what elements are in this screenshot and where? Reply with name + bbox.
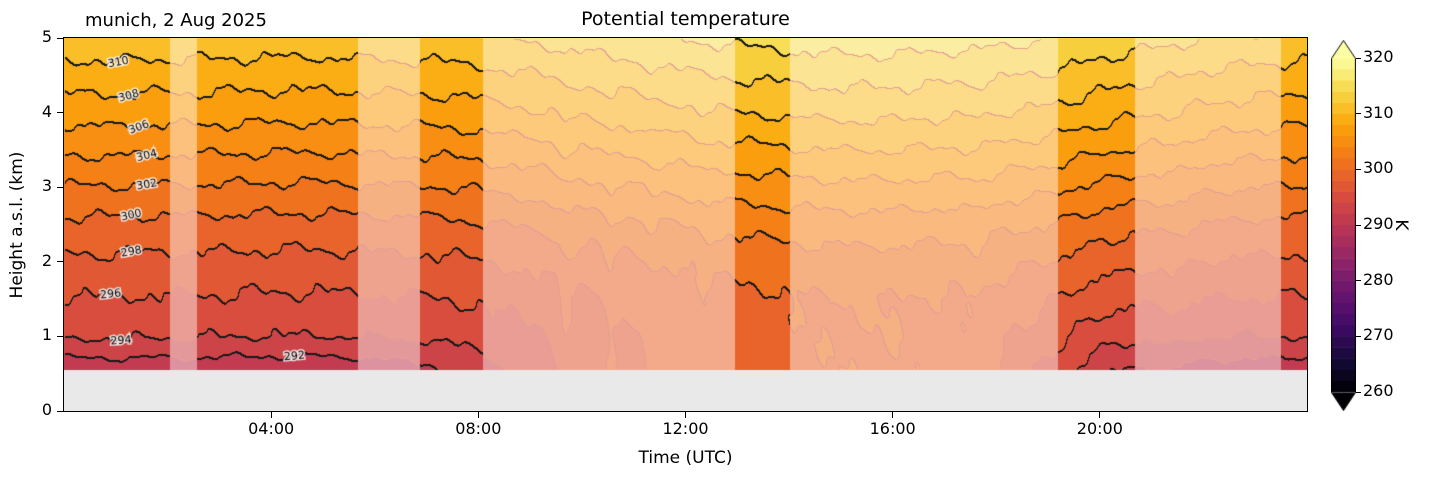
x-tick-label: 12:00 bbox=[662, 419, 709, 438]
x-axis-label: Time (UTC) bbox=[638, 448, 733, 468]
colorbar-tick-mark bbox=[1356, 57, 1361, 59]
colorbar-tick-mark bbox=[1356, 335, 1361, 337]
x-tick-label: 20:00 bbox=[1076, 419, 1123, 438]
x-tick-mark bbox=[477, 412, 479, 418]
y-tick-label: 5 bbox=[41, 27, 52, 46]
chart-title: Potential temperature bbox=[581, 8, 790, 30]
y-tick-mark bbox=[57, 37, 63, 39]
x-tick-mark bbox=[1099, 412, 1101, 418]
colorbar-tick-label: 300 bbox=[1363, 158, 1394, 178]
station-date-label: munich, 2 Aug 2025 bbox=[85, 10, 267, 31]
x-tick-label: 08:00 bbox=[455, 419, 502, 438]
x-tick-label: 04:00 bbox=[248, 419, 295, 438]
colorbar-tick-label: 320 bbox=[1363, 47, 1394, 66]
colorbar-tick-label: 280 bbox=[1363, 269, 1394, 289]
colorbar-tick-label: 260 bbox=[1363, 381, 1394, 400]
y-tick-mark bbox=[57, 186, 63, 188]
y-tick-mark bbox=[57, 335, 63, 337]
colorbar-tick-mark bbox=[1356, 113, 1361, 115]
y-axis-label: Height a.s.l. (km) bbox=[7, 151, 27, 299]
y-tick-label: 0 bbox=[41, 400, 52, 419]
y-tick-label: 1 bbox=[41, 325, 52, 345]
colorbar-tick-label: 290 bbox=[1363, 214, 1394, 233]
colorbar-tick-mark bbox=[1356, 224, 1361, 226]
y-tick-mark bbox=[57, 112, 63, 114]
colorbar-tick-mark bbox=[1356, 280, 1361, 282]
x-tick-mark bbox=[685, 412, 686, 418]
colorbar-tick-mark bbox=[1356, 168, 1361, 170]
x-tick-mark bbox=[270, 412, 272, 418]
y-tick-label: 2 bbox=[41, 250, 52, 270]
colorbar-tick-label: 270 bbox=[1363, 325, 1394, 345]
x-tick-label: 16:00 bbox=[869, 419, 916, 438]
x-tick-mark bbox=[892, 412, 894, 418]
y-tick-mark bbox=[57, 261, 63, 263]
colorbar-canvas bbox=[1331, 40, 1356, 411]
colorbar-tick-label: 310 bbox=[1363, 102, 1394, 122]
colorbar-tick-mark bbox=[1356, 391, 1361, 393]
contour-plot-canvas bbox=[64, 38, 1307, 411]
y-tick-mark bbox=[57, 410, 63, 412]
y-tick-label: 4 bbox=[41, 101, 52, 121]
y-tick-label: 3 bbox=[41, 176, 52, 196]
